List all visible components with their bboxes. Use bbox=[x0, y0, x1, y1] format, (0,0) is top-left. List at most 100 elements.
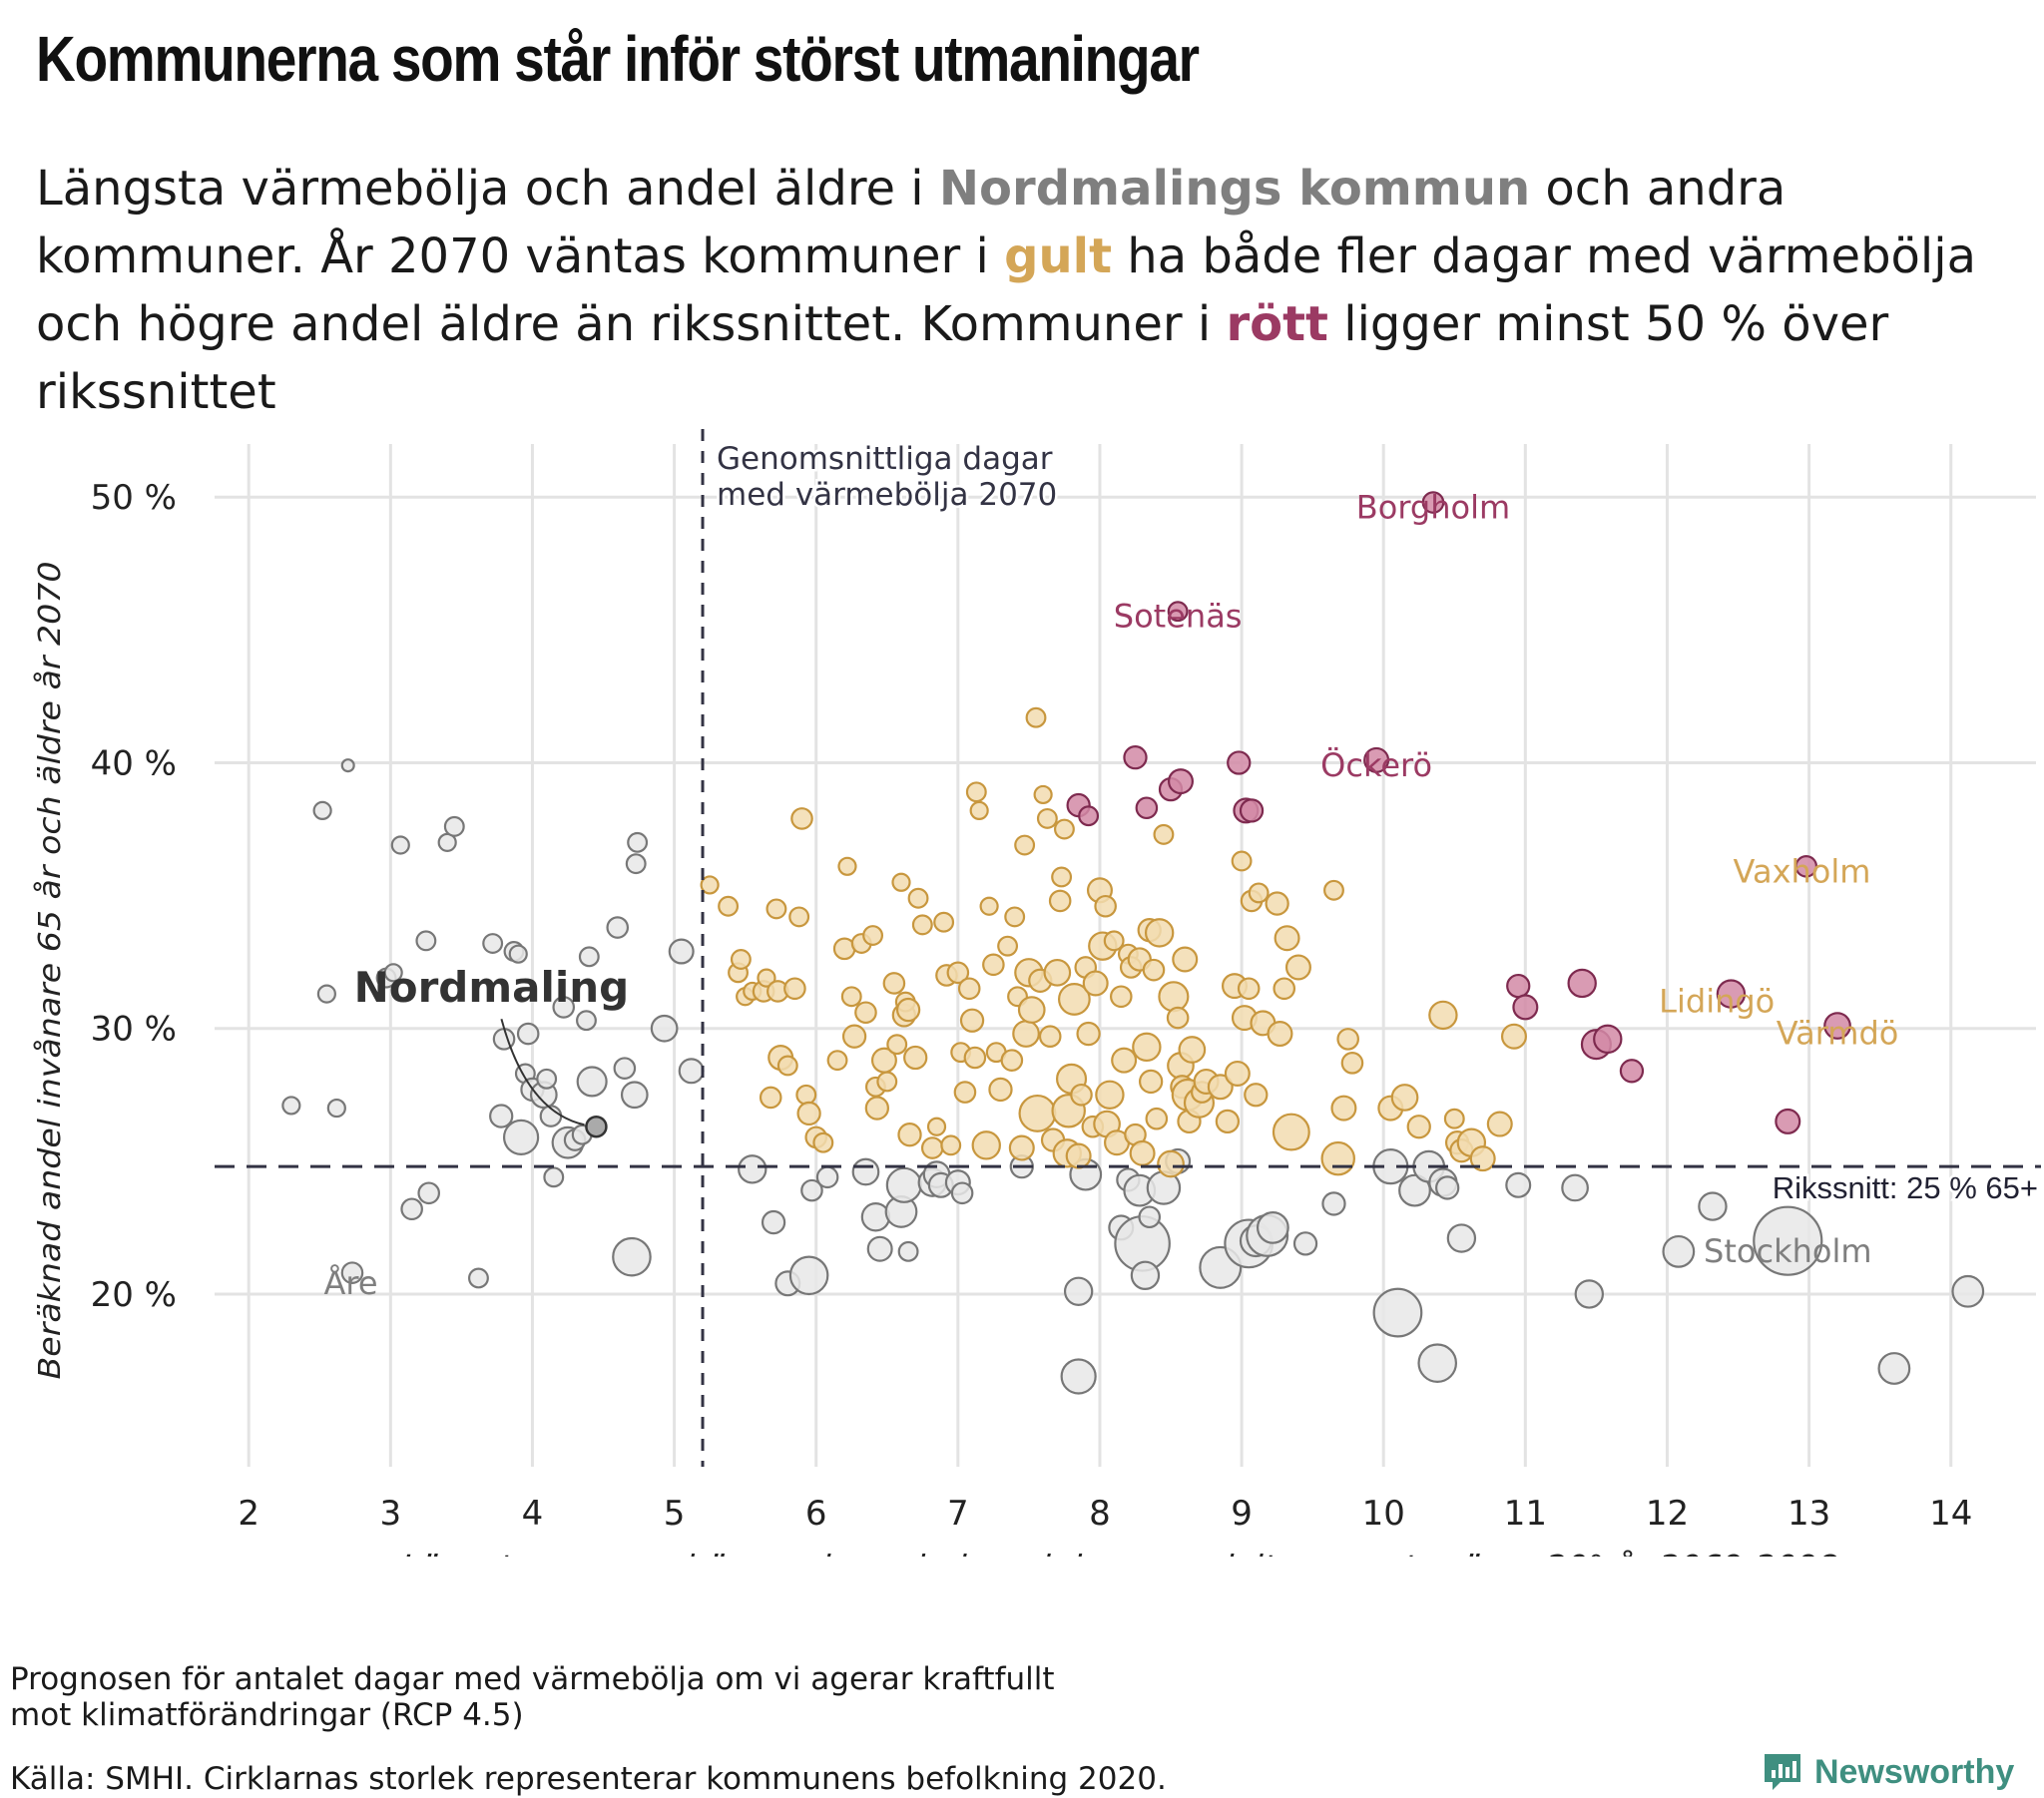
data-point-yellow bbox=[876, 1071, 898, 1093]
highlight-label: Nordmaling bbox=[354, 963, 630, 1012]
data-point-gray bbox=[851, 1157, 880, 1186]
data-point-yellow bbox=[1144, 918, 1175, 948]
data-point-yellow bbox=[1132, 1032, 1162, 1063]
data-point-yellow bbox=[957, 977, 981, 1001]
data-point-yellow bbox=[1428, 1000, 1458, 1031]
data-point-yellow bbox=[1406, 1115, 1431, 1139]
point-label: Stockholm bbox=[1704, 1232, 1871, 1270]
data-point-gray bbox=[1417, 1343, 1458, 1383]
data-point-yellow bbox=[1065, 1142, 1092, 1169]
data-point-yellow bbox=[969, 800, 989, 821]
data-point-gray bbox=[613, 1057, 637, 1080]
data-point-gray bbox=[578, 946, 600, 968]
data-point-red bbox=[1506, 973, 1531, 999]
data-point-yellow bbox=[1043, 958, 1072, 987]
data-point-yellow bbox=[1129, 1139, 1156, 1166]
data-point-gray bbox=[281, 1096, 301, 1116]
data-point-yellow bbox=[933, 911, 955, 933]
data-point-yellow bbox=[1273, 977, 1296, 1001]
data-point-yellow bbox=[920, 1136, 944, 1159]
data-point-yellow bbox=[1330, 1095, 1357, 1122]
data-point-yellow bbox=[926, 1117, 947, 1136]
data-point-gray bbox=[1138, 1205, 1162, 1229]
data-point-yellow bbox=[882, 972, 906, 995]
y-tick-label: 30 % bbox=[91, 1010, 177, 1050]
data-point-yellow bbox=[1158, 981, 1190, 1013]
data-point-gray bbox=[1951, 1274, 1985, 1308]
data-point-red bbox=[1716, 979, 1747, 1009]
data-point-gray bbox=[1292, 1231, 1318, 1256]
data-point-gray bbox=[1574, 1279, 1605, 1309]
data-point-red bbox=[1239, 798, 1265, 823]
data-point-yellow bbox=[1265, 891, 1289, 916]
x-tick-label: 3 bbox=[380, 1494, 402, 1534]
data-point-gray bbox=[1398, 1173, 1431, 1207]
data-point-gray bbox=[606, 916, 630, 939]
data-point-gray bbox=[678, 1058, 705, 1085]
data-point-yellow bbox=[783, 977, 806, 1001]
data-point-yellow bbox=[1443, 1108, 1465, 1129]
data-point-red bbox=[1227, 750, 1252, 775]
data-point-gray bbox=[1877, 1352, 1911, 1385]
data-point-yellow bbox=[854, 1001, 877, 1025]
data-point-yellow bbox=[1109, 985, 1133, 1009]
data-point-yellow bbox=[953, 1081, 977, 1104]
data-point-gray bbox=[326, 1098, 346, 1119]
data-point-yellow bbox=[1486, 1111, 1513, 1137]
point-label: Värmdö bbox=[1777, 1015, 1899, 1053]
data-point-yellow bbox=[940, 1134, 962, 1156]
data-point-gray bbox=[1446, 1223, 1477, 1253]
data-point-red bbox=[1775, 1108, 1801, 1134]
data-point-yellow bbox=[1142, 958, 1166, 982]
subtitle-part-2: och andra kommuner. År 2070 väntas kommu… bbox=[36, 161, 1787, 284]
x-axis-title: Längsta sammanhängande period med dygnsm… bbox=[402, 1550, 1839, 1557]
data-point-yellow bbox=[790, 807, 813, 830]
point-label: Lidingö bbox=[1659, 983, 1775, 1021]
data-point-yellow bbox=[1284, 954, 1311, 981]
data-point-red bbox=[1823, 1012, 1851, 1040]
data-point-yellow bbox=[826, 1050, 848, 1072]
data-point-yellow bbox=[1094, 894, 1117, 918]
highlight-connector bbox=[500, 1018, 585, 1126]
y-tick-label: 50 % bbox=[91, 478, 177, 518]
data-point-yellow bbox=[1103, 930, 1125, 952]
data-point-red bbox=[1123, 745, 1148, 770]
data-point-gray bbox=[860, 1202, 891, 1232]
data-point-yellow bbox=[946, 961, 970, 985]
data-point-gray bbox=[620, 1081, 649, 1110]
data-point-yellow bbox=[897, 1123, 922, 1147]
data-point-yellow bbox=[1500, 1023, 1527, 1050]
data-point-gray bbox=[543, 1166, 565, 1188]
data-point-gray bbox=[1698, 1191, 1728, 1221]
data-point-gray bbox=[761, 1209, 786, 1235]
subtitle: Längsta värmebölja och andel äldre i Nor… bbox=[36, 155, 2012, 426]
data-point-yellow bbox=[1025, 706, 1047, 728]
data-point-yellow bbox=[700, 875, 720, 895]
data-point-yellow bbox=[982, 953, 1005, 977]
data-point-gray bbox=[516, 1022, 540, 1046]
data-point-yellow bbox=[1340, 1052, 1364, 1075]
data-point-yellow bbox=[891, 872, 911, 892]
data-point-gray bbox=[502, 1119, 540, 1155]
data-point-yellow bbox=[971, 1130, 1001, 1160]
data-point-yellow bbox=[1036, 807, 1058, 829]
x-tick-label: 11 bbox=[1504, 1494, 1547, 1534]
data-point-yellow bbox=[965, 781, 987, 803]
data-point-gray bbox=[1435, 1175, 1460, 1200]
data-point-yellow bbox=[979, 896, 999, 916]
data-point-yellow bbox=[1267, 1021, 1293, 1048]
data-point-yellow bbox=[1323, 879, 1344, 901]
data-point-red bbox=[1512, 994, 1539, 1021]
data-point-gray bbox=[627, 831, 649, 853]
data-point-gray bbox=[650, 1014, 679, 1043]
data-point-gray bbox=[1321, 1191, 1346, 1216]
data-point-gray bbox=[443, 815, 465, 837]
data-point-yellow bbox=[862, 925, 884, 946]
data-point-gray bbox=[815, 1165, 839, 1189]
data-point-gray bbox=[866, 1235, 893, 1262]
data-point-yellow bbox=[1053, 818, 1075, 840]
data-point-yellow bbox=[1000, 1049, 1024, 1072]
data-point-yellow bbox=[895, 997, 921, 1023]
data-point-yellow bbox=[1320, 1140, 1355, 1176]
